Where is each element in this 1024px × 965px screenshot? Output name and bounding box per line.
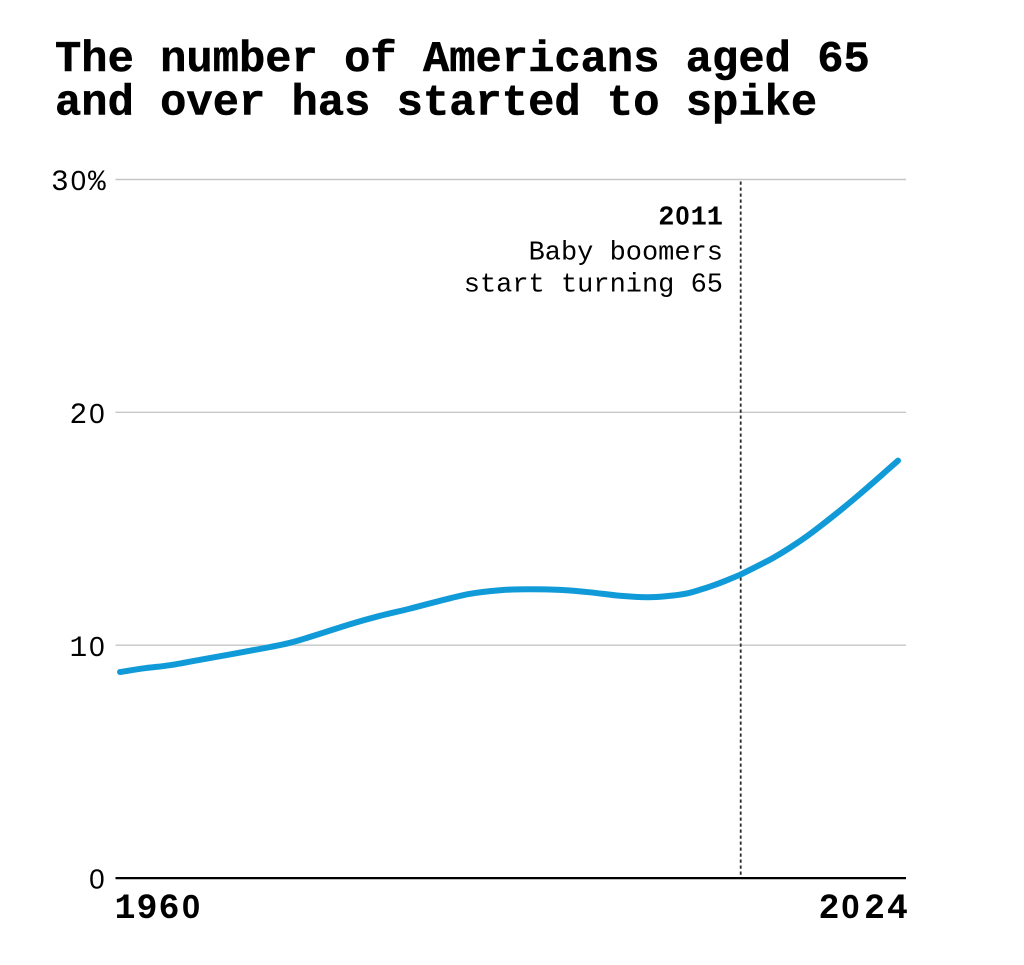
svg-text:Baby boomers: Baby boomers <box>529 238 723 268</box>
svg-text:1960: 1960 <box>115 888 201 929</box>
svg-text:The number of Americans aged 6: The number of Americans aged 65 <box>55 36 870 85</box>
svg-text:and over has started to spike: and over has started to spike <box>55 79 817 128</box>
svg-text:0: 0 <box>89 864 105 895</box>
svg-text:start turning 65: start turning 65 <box>464 271 723 301</box>
svg-text:20: 20 <box>70 398 105 432</box>
svg-text:10: 10 <box>70 631 105 665</box>
svg-text:30%: 30% <box>51 165 106 199</box>
svg-text:2011: 2011 <box>658 203 723 234</box>
